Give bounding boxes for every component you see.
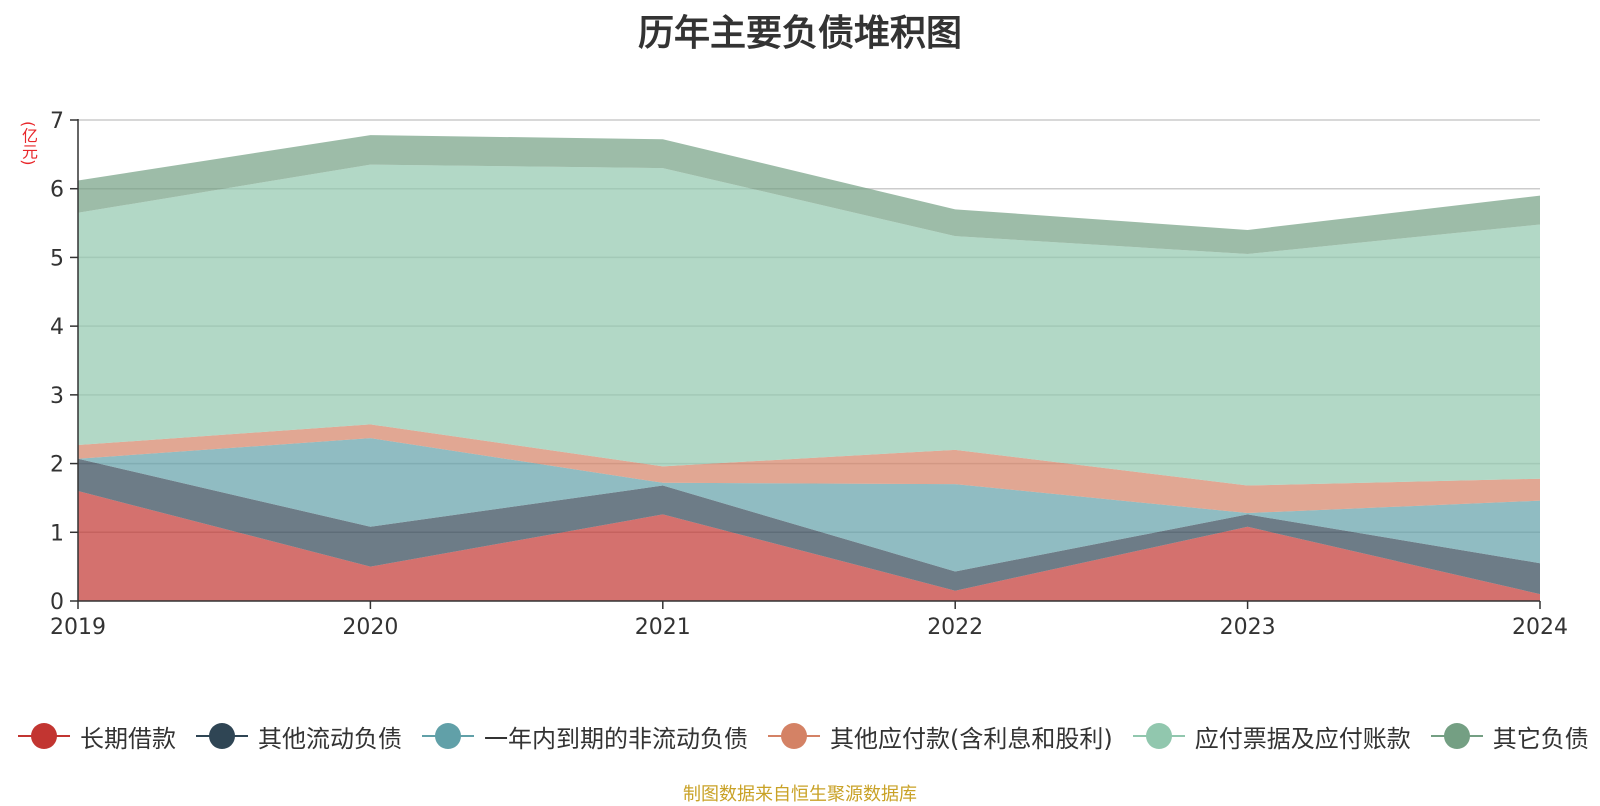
x-tick-label-2019: 2019 xyxy=(50,615,106,640)
x-tick-label-2022: 2022 xyxy=(927,615,983,640)
y-tick-label-4: 4 xyxy=(50,315,64,340)
legend-item-3[interactable]: 其他应付款(含利息和股利) xyxy=(768,719,1113,754)
y-tick-label-7: 7 xyxy=(50,109,64,134)
legend-label: 其他应付款(含利息和股利) xyxy=(830,724,1113,753)
area-series-0[interactable] xyxy=(78,491,1540,601)
area-series-5[interactable] xyxy=(78,135,1540,254)
legend-marker-icon xyxy=(1430,723,1483,749)
y-tick-label-1: 1 xyxy=(50,521,64,546)
area-series-1[interactable] xyxy=(78,458,1540,595)
x-tick-label-2020: 2020 xyxy=(342,615,398,640)
legend-marker-icon xyxy=(1132,723,1185,749)
area-series-3[interactable] xyxy=(78,424,1540,514)
legend-marker-icon xyxy=(422,723,474,749)
legend-marker-icon xyxy=(768,723,820,749)
stacked-area-chart: 0 1 2 3 4 5 6 7 2019 2020 2021 2022 2023 2024 xyxy=(50,109,1568,640)
x-tick-label-2024: 2024 xyxy=(1512,615,1568,640)
y-tick-label-2: 2 xyxy=(50,453,64,478)
legend: 长期借款 其他流动负债 一年内到期的非流动负债 其他应付款(含利息和股利) 应付票据及应… xyxy=(18,719,1598,753)
legend-label: 应付票据及应付账款 xyxy=(1194,724,1411,753)
legend-label: 长期借款 xyxy=(80,724,176,753)
legend-item-1[interactable]: 其他流动负债 xyxy=(196,719,402,754)
x-tick-label-2021: 2021 xyxy=(635,615,691,640)
y-tick-label-5: 5 xyxy=(50,246,64,271)
source-note: 制图数据来自恒生聚源数据库 xyxy=(683,784,917,805)
axes: 0 1 2 3 4 5 6 7 2019 2020 2021 2022 2023 2024 xyxy=(50,109,1568,640)
legend-label: 其它负债 xyxy=(1492,724,1589,753)
area-series-4[interactable] xyxy=(78,164,1540,486)
y-axis-unit-label: (亿元) xyxy=(19,121,38,166)
legend-item-2[interactable]: 一年内到期的非流动负债 xyxy=(422,719,748,754)
area-series-2[interactable] xyxy=(78,438,1540,572)
chart-title: 历年主要负债堆积图 xyxy=(637,13,962,54)
legend-item-0[interactable]: 长期借款 xyxy=(18,719,176,754)
y-tick-label-0: 0 xyxy=(50,590,64,615)
y-tick-label-6: 6 xyxy=(50,178,64,203)
y-tick-label-3: 3 xyxy=(50,384,64,409)
legend-item-5[interactable]: 其它负债 xyxy=(1430,719,1589,754)
legend-marker-icon xyxy=(18,723,70,749)
legend-item-4[interactable]: 应付票据及应付账款 xyxy=(1132,719,1411,754)
legend-label: 其他流动负债 xyxy=(258,724,402,753)
legend-marker-icon xyxy=(196,723,248,749)
legend-label: 一年内到期的非流动负债 xyxy=(484,724,748,753)
x-tick-label-2023: 2023 xyxy=(1220,615,1276,640)
area-series xyxy=(78,135,1540,601)
